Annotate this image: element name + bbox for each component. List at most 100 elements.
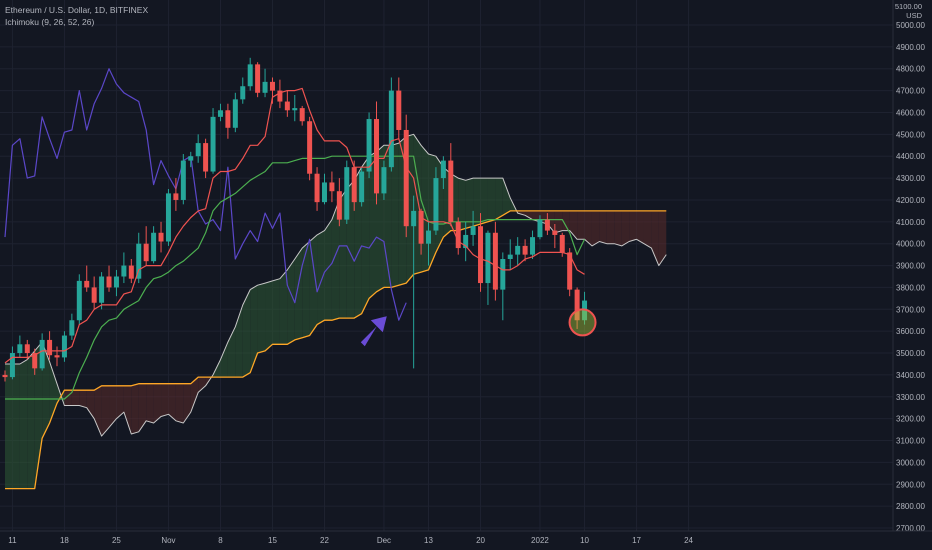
price-tick-label: 2700.00 [896,524,925,533]
time-tick-label: 20 [476,536,485,545]
price-tick-label: 5000.00 [896,21,925,30]
cloud-segment [302,241,310,338]
candle-body [217,110,223,117]
price-tick-label: 3100.00 [896,437,925,446]
candle-body [537,219,543,238]
lagging-span-line [4,68,407,321]
candle-body [277,90,283,102]
candle-body [54,355,60,358]
time-tick-label: 11 [8,536,17,545]
candle-body [255,64,261,93]
candle-body [24,344,30,354]
cloud-segment [547,210,555,233]
cloud-segment [525,210,533,220]
candle-body [17,344,23,354]
candle-body [470,226,476,235]
cloud-segment [220,342,228,378]
candle-body [559,234,565,253]
candle-body [522,245,528,255]
candle-body [173,193,179,200]
cloud-segment [599,210,607,244]
cloud-segment [250,285,258,373]
cloud-segment [584,210,592,246]
price-tick-label: 4300.00 [896,174,925,183]
chart-legend: Ethereum / U.S. Dollar, 1D, BITFINEX Ich… [5,4,148,28]
up-arrow-annotation-icon [360,316,387,347]
time-tick-label: 8 [218,536,223,545]
cloud-segment [458,178,466,231]
cloud-segment [480,178,488,225]
candles [2,57,588,382]
cloud-segment [517,210,526,216]
time-tick-label: 2022 [531,536,549,545]
candle-body [225,110,231,128]
price-tick-label: 4700.00 [896,87,925,96]
cloud-segment [138,383,147,432]
cloud-segment [12,363,20,489]
cloud-segment [487,178,496,222]
cloud-segment [421,145,429,273]
candle-body [455,221,461,249]
cloud-segment [324,219,332,321]
price-tick-label: 2800.00 [896,502,925,511]
base-line [5,155,586,400]
time-tick-label: 10 [580,536,589,545]
candle-body [121,265,127,277]
candle-body [99,276,105,303]
indicator-title[interactable]: Ichimoku (9, 26, 52, 26) [5,17,95,27]
candle-body [314,173,320,203]
cloud-segment [614,210,622,246]
cloud-segment [413,134,422,275]
symbol-title[interactable]: Ethereum / U.S. Dollar, 1D, BITFINEX [5,5,149,15]
price-tick-label: 4100.00 [896,218,925,227]
candle-body [47,339,53,356]
highlight-circle-annotation [568,308,597,337]
candle-body [396,90,402,130]
candle-body [188,156,194,161]
time-tick-label: 24 [684,536,693,545]
cloud-segment [643,210,652,249]
cloud-segment [161,383,169,417]
price-tick-label: 3800.00 [896,283,925,292]
time-tick-label: 18 [60,536,69,545]
candle-body [351,167,357,203]
cloud-segment [331,199,340,321]
candle-body [544,219,550,231]
candle-body [240,86,246,100]
candle-body [180,160,186,200]
candle-body [106,276,112,288]
cloud-segment [272,278,280,345]
cloud-segment [562,210,570,231]
cloud-segment [190,377,199,413]
cloud-segment [591,210,600,246]
time-tick-label: Nov [161,536,175,545]
price-axis-currency: USD [906,11,922,20]
candle-body [128,265,134,279]
candle-body [143,243,149,262]
price-tick-label: 4900.00 [896,43,925,52]
candle-body [433,178,439,231]
candle-body [195,143,201,157]
cloud-segment [309,234,318,336]
price-tick-label: 4800.00 [896,65,925,74]
candle-body [552,230,558,235]
cloud-segment [242,289,251,378]
candle-body [359,171,365,203]
cloud-segment [86,390,95,419]
price-axis-header: 5100.00 USD [895,2,922,20]
leading-span-b-line [5,210,667,490]
candle-body [336,191,342,220]
cloud-segment [354,167,362,319]
candle-body [39,339,45,369]
cloud-segment [79,390,87,408]
candle-body [91,287,97,303]
cloud-segment [554,210,563,233]
candle-body [299,108,305,122]
cloud-segment [235,304,243,378]
cloud-segment [175,383,184,424]
price-axis-top-label: 5100.00 [894,2,922,11]
cloud-segment [34,342,43,489]
cloud-segment [27,350,35,489]
candle-body [165,193,171,242]
